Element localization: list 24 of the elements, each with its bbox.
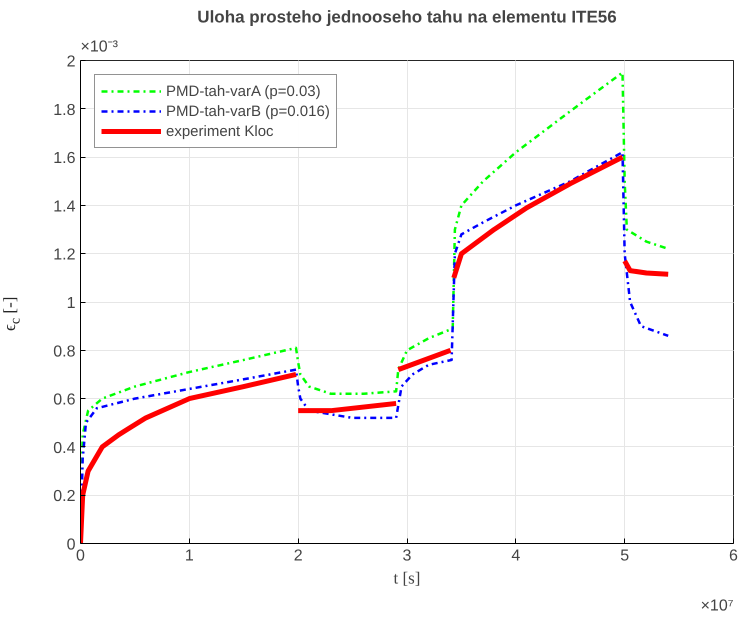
y-tick-label: 0.2 — [53, 488, 76, 506]
x-tick-label: 1 — [184, 548, 194, 564]
y-tick-label: 1.6 — [53, 150, 76, 168]
x-axis-title: t [s] — [394, 568, 420, 588]
x-tick-label: 5 — [620, 548, 630, 564]
x-tick-label: 6 — [729, 548, 738, 564]
y-tick-label: 0 — [66, 536, 76, 554]
x-tick-label: 4 — [511, 548, 520, 564]
y-tick-label: 1.2 — [53, 246, 76, 264]
y-tick-label: 2 — [66, 54, 76, 70]
legend-label: PMD-tah-varA (p=0.03) — [166, 82, 321, 100]
legend-label: PMD-tah-varB (p=0.016) — [166, 102, 330, 120]
y-tick-label: 1 — [66, 295, 76, 312]
text: ×10⁷ — [700, 598, 734, 614]
y-tick-label: 0.8 — [53, 343, 76, 360]
y-tick-label: 1.8 — [53, 102, 76, 119]
text: ×10⁻³ — [80, 38, 119, 56]
y-tick-label: 0.6 — [53, 392, 76, 409]
x-tick-label: 3 — [402, 548, 412, 564]
chart-title: Uloha prosteho jednooseho tahu na elementu ITE56 — [197, 8, 617, 26]
y-tick-label: 0.4 — [53, 440, 76, 457]
legend-label: experiment Kloc — [166, 122, 274, 140]
x-tick-label: 2 — [294, 548, 303, 564]
y-tick-label: 1.4 — [53, 198, 76, 216]
